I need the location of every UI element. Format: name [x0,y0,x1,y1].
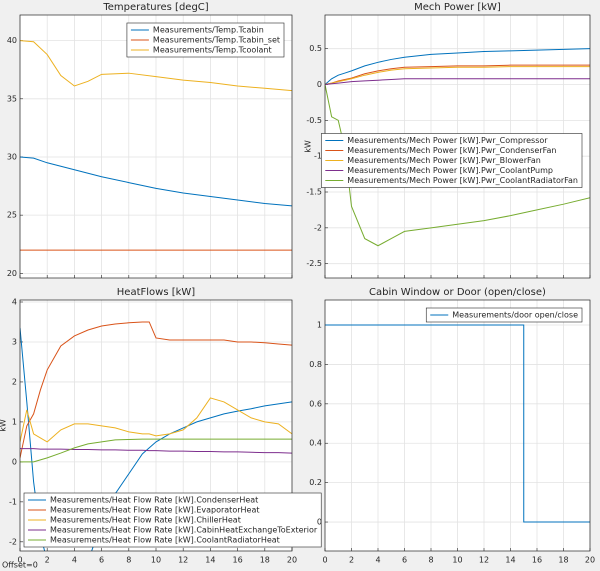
y-axis-label: kW [0,419,8,432]
legend-label: Measurements/Heat Flow Rate [kW].Chiller… [50,516,241,525]
x-tick-label: 4 [375,556,380,565]
axes-box [324,299,591,552]
series-line [20,321,292,458]
axes-box [19,299,293,552]
legend-box [126,22,285,58]
axes: 20 25 30 35 40 Temperatures [degC] Measurement… [7,2,293,279]
legend-label: Measurements/Mech Power [kW].Pwr_Compres… [347,136,548,145]
y-tick-label: 25 [7,211,17,220]
legend-label: Measurements/Mech Power [kW].Pwr_BlowerF… [347,156,541,165]
legend: Measurements/Heat Flow Rate [kW].Condens… [23,492,322,548]
axes-title: Cabin Window or Door (open/close) [369,287,546,298]
x-tick-label: 20 [585,556,595,565]
axes-box [19,14,293,279]
y-tick-label: -2 [314,223,322,232]
y-tick-label: 0 [317,80,322,89]
x-tick-label: 12 [479,556,489,565]
y-tick-label: 0 [12,457,17,466]
x-tick-label: 16 [532,556,542,565]
x-tick-label: 16 [233,556,243,565]
legend-label: Measurements/Temp.Tcabin [153,26,264,35]
series-line [325,324,590,523]
offset-label: Offset=0 [2,561,38,570]
y-tick-label: -1.5 [306,188,322,197]
legend-label: Measurements/Heat Flow Rate [kW].Condens… [50,496,258,505]
x-tick-label: 18 [558,556,568,565]
axes: -2.5 -2 -1.5 -1 -0.5 0 0.5 Mech Power [kW] kW Mea… [304,2,591,279]
x-tick-label: 18 [260,556,270,565]
series-line [325,64,590,85]
y-tick-label: -2.5 [306,259,322,268]
series-line [325,78,590,86]
y-tick-label: -0.5 [306,116,322,125]
series-line [325,66,590,85]
y-tick-label: 0.4 [309,439,322,448]
y-tick-label: 2 [12,377,17,386]
y-tick-label: 0.2 [309,478,322,487]
y-tick-label: 30 [7,152,17,161]
y-tick-label: -1 [9,497,17,506]
x-tick-label: 4 [72,556,77,565]
y-tick-label: 40 [7,36,17,45]
legend-label: Measurements/Mech Power [kW].Pwr_Coolant… [347,166,553,175]
x-tick-label: 2 [45,556,50,565]
y-tick-label: 35 [7,94,17,103]
legend-label: Measurements/Heat Flow Rate [kW].Coolant… [50,536,280,545]
x-tick-label: 8 [428,556,433,565]
y-tick-label: 0 [317,518,322,527]
x-tick-label: 12 [178,556,188,565]
y-tick-label: 1 [317,321,322,330]
legend-box [425,307,583,323]
series-line [20,448,292,454]
series-line [20,156,292,207]
legend-label: Measurements/Heat Flow Rate [kW].CabinHe… [50,526,318,535]
legend-label: Measurements/Heat Flow Rate [kW].Evapora… [50,506,259,515]
y-axis-label: kW [304,140,313,153]
axes: 0 2 4 6 8 10 12 14 16 18 20 0 0.2 0.4 0.6 0.8 1 Cabin Win… [309,287,595,565]
x-tick-label: 6 [99,556,104,565]
legend-label: Measurements/Temp.Tcoolant [153,46,272,55]
x-tick-label: 14 [205,556,215,565]
series-line [325,48,590,85]
series-line [20,438,292,463]
axes-title: Mech Power [kW] [414,2,501,13]
x-tick-label: 6 [402,556,407,565]
legend-label: Measurements/Mech Power [kW].Pwr_Coolant… [347,176,578,185]
legend: Measurements/Mech Power [kW].Pwr_Compres… [320,133,583,188]
legend-box [320,133,583,188]
series-line [20,397,292,443]
y-tick-label: 20 [7,269,17,278]
y-tick-label: -2 [9,537,17,546]
axes-title: Temperatures [degC] [102,2,208,13]
y-tick-label: -1 [314,152,322,161]
y-tick-label: 1 [12,417,17,426]
legend-label: Measurements/Temp.Tcabin_set [153,36,280,45]
y-tick-label: 0.8 [309,360,322,369]
x-tick-label: 0 [17,556,22,565]
series-line [20,40,292,92]
axes-title: HeatFlows [kW] [117,287,196,298]
x-tick-label: 0 [322,556,327,565]
y-tick-label: 0.6 [309,399,322,408]
x-tick-label: 10 [452,556,462,565]
y-tick-label: 3 [12,337,17,346]
legend: Measurements/door open/close [425,307,583,323]
x-tick-label: 14 [505,556,515,565]
y-tick-label: 4 [12,297,17,306]
legend-label: Measurements/Mech Power [kW].Pwr_Condens… [347,146,556,155]
legend-box [23,492,322,548]
x-tick-label: 8 [126,556,131,565]
y-tick-label: 0.5 [309,44,322,53]
x-tick-label: 20 [287,556,297,565]
x-tick-label: 2 [349,556,354,565]
x-tick-label: 10 [151,556,161,565]
legend-label: Measurements/door open/close [452,311,578,320]
legend: Measurements/Temp.TcabinMeasurements/Tem… [126,22,285,58]
